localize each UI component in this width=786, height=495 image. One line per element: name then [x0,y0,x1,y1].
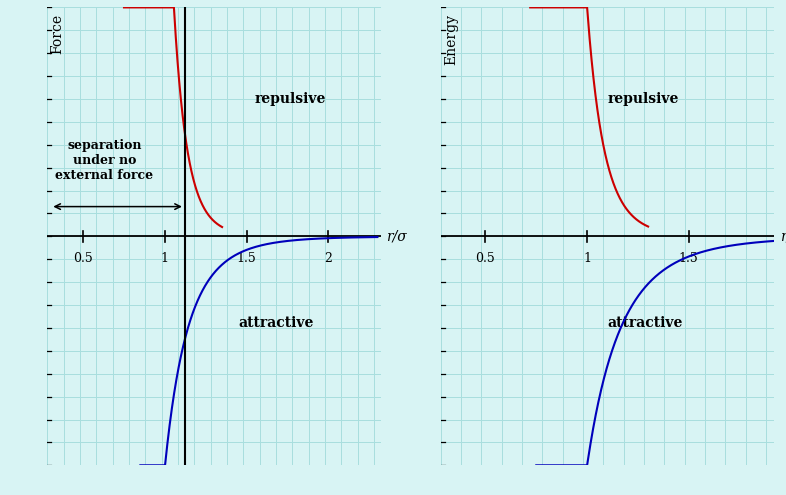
Text: 1: 1 [161,252,169,265]
Text: 1: 1 [583,252,591,265]
Text: r/σ: r/σ [386,229,406,244]
Text: attractive: attractive [608,316,683,330]
Text: repulsive: repulsive [255,92,326,106]
Text: 0.5: 0.5 [73,252,93,265]
Text: 1.5: 1.5 [237,252,256,265]
Text: Force: Force [50,14,64,54]
Text: Energy: Energy [445,14,459,65]
Text: r/σ: r/σ [780,229,786,244]
Text: attractive: attractive [238,316,314,330]
Text: 0.5: 0.5 [476,252,495,265]
Text: repulsive: repulsive [608,92,679,106]
Text: 2: 2 [325,252,332,265]
Text: 1.5: 1.5 [679,252,699,265]
Text: separation
under no
external force: separation under no external force [55,139,153,182]
